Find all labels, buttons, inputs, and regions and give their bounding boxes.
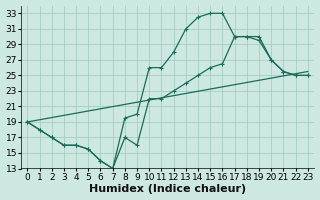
X-axis label: Humidex (Indice chaleur): Humidex (Indice chaleur) <box>89 184 246 194</box>
